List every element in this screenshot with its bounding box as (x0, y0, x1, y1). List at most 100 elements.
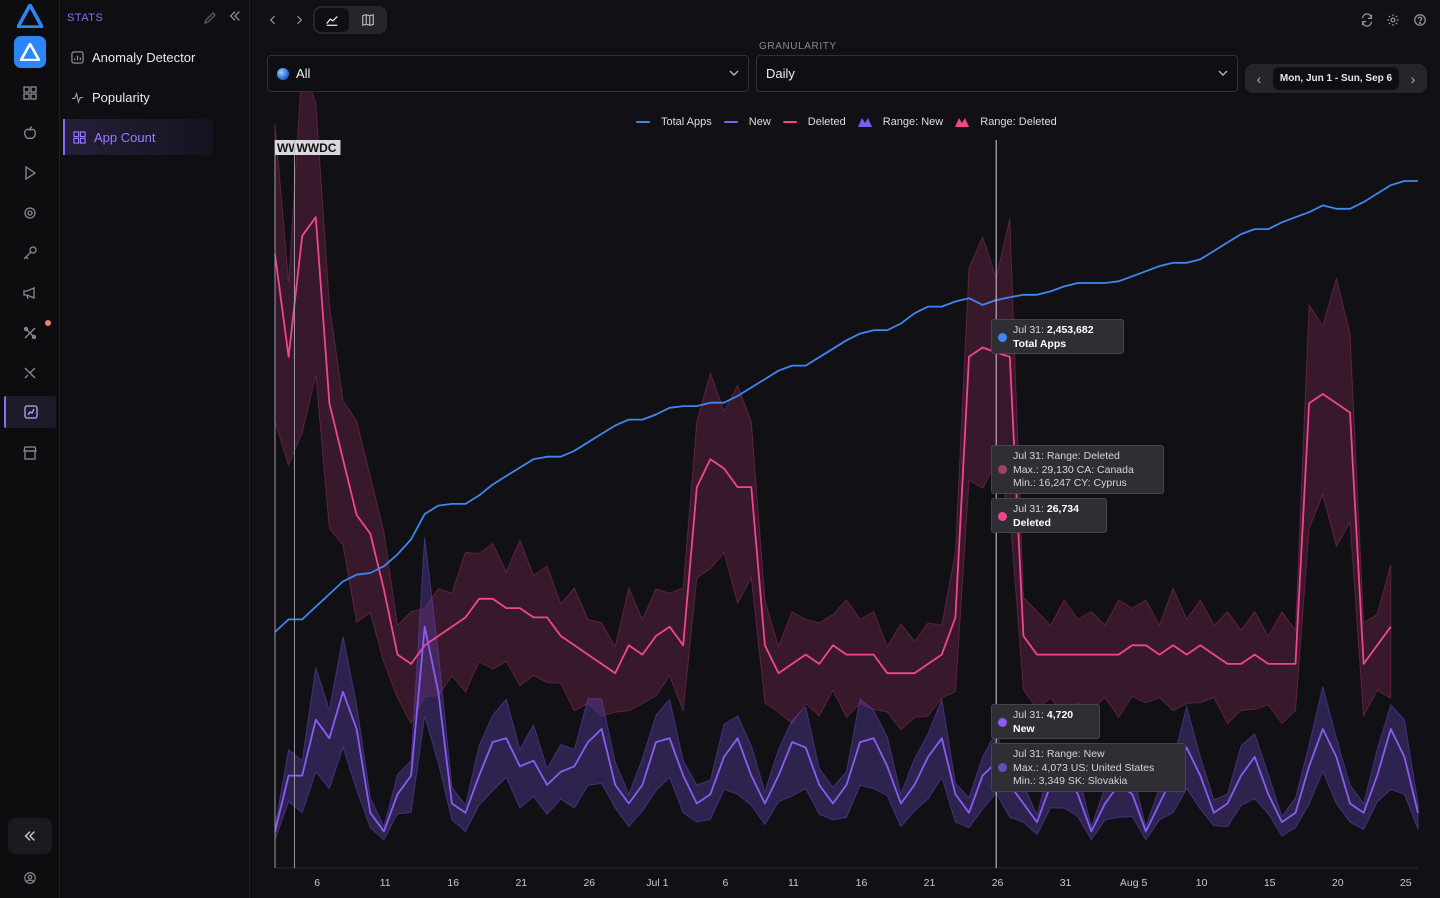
country-select-value: All (296, 66, 311, 81)
tooltip-deleted: Jul 31: 26,734 Deleted (991, 498, 1107, 533)
forward-icon[interactable] (289, 10, 309, 30)
sidebar-item-label: Anomaly Detector (92, 49, 196, 65)
x-tick-label: 31 (1060, 877, 1072, 889)
x-tick-label: 26 (583, 877, 595, 889)
play-store-icon[interactable] (14, 157, 46, 189)
tooltip-range-new: Jul 31: Range: New Max.: 4,073 US: Unite… (991, 743, 1186, 792)
wwdc-label-box (294, 140, 341, 155)
legend-total-apps[interactable]: Total Apps (636, 116, 712, 128)
legend-range-deleted[interactable]: Range: Deleted (955, 116, 1057, 128)
chevron-down-icon (729, 70, 739, 76)
megaphone-icon[interactable] (14, 277, 46, 309)
eye-icon[interactable] (14, 197, 46, 229)
previous-range-button[interactable]: ‹ (1256, 70, 1262, 87)
legend-deleted[interactable]: Deleted (782, 116, 846, 128)
sidebar-item-label: App Count (94, 129, 156, 145)
x-tick-label: 21 (515, 877, 527, 889)
deleted-line (274, 216, 1392, 675)
back-icon[interactable] (263, 10, 283, 30)
x-tick-label: 6 (722, 877, 728, 889)
x-tick-label: 6 (314, 877, 320, 889)
edit-pencil-icon[interactable] (202, 10, 218, 26)
chart-box-icon (71, 50, 84, 64)
xcode-icon[interactable] (14, 357, 46, 389)
wwdc-label: WWDC (296, 141, 336, 155)
x-tick-label: 21 (924, 877, 936, 889)
tooltip-new: Jul 31: 4,720 New (991, 704, 1100, 739)
appfigures-logo-icon[interactable] (17, 4, 43, 28)
x-tick-label: 25 (1400, 877, 1412, 889)
help-icon[interactable] (1410, 10, 1430, 30)
tooltip-total-apps: Jul 31: 2,453,682 Total Apps (991, 319, 1124, 354)
key-icon[interactable] (14, 237, 46, 269)
x-tick-label: 16 (856, 877, 868, 889)
app-switcher-icon[interactable] (14, 36, 46, 68)
series-dot (998, 333, 1007, 342)
notification-dot (45, 320, 51, 326)
x-tick-label: 10 (1196, 877, 1208, 889)
legend-label: Total Apps (661, 116, 712, 128)
tooltip-range-deleted: Jul 31: Range: Deleted Max.: 29,130 CA: … (991, 445, 1164, 494)
x-tick-label: 26 (992, 877, 1004, 889)
x-tick-label: 16 (447, 877, 459, 889)
refresh-icon[interactable] (1357, 10, 1377, 30)
series-dot (998, 512, 1007, 521)
collapse-panel-icon[interactable] (228, 9, 246, 27)
sidebar-item-anomaly-detector[interactable]: Anomaly Detector (63, 39, 213, 75)
view-mode-toggle (313, 6, 387, 34)
stats-sidepanel: STATS Anomaly Detector Popularity App Co… (60, 0, 250, 898)
sidepanel-header: STATS (67, 12, 104, 24)
sidebar-item-label: Popularity (92, 89, 150, 105)
legend-range-new[interactable]: Range: New (857, 116, 944, 128)
date-range-button[interactable]: Mon, Jun 1 - Sun, Sep 6 (1273, 67, 1399, 90)
country-select[interactable]: All (267, 55, 749, 92)
series-dot (998, 763, 1007, 772)
sidebar-item-popularity[interactable]: Popularity (63, 79, 213, 115)
user-account-icon[interactable] (20, 868, 40, 888)
pulse-icon (71, 91, 84, 104)
stats-icon[interactable] (4, 396, 56, 428)
date-range-picker: ‹ Mon, Jun 1 - Sun, Sep 6 › (1245, 64, 1427, 93)
series-dot (998, 465, 1007, 474)
apple-icon[interactable] (14, 117, 46, 149)
legend-label: New (748, 116, 771, 128)
x-tick-label: 11 (380, 877, 391, 889)
legend-label: Range: Deleted (980, 116, 1057, 128)
tools-icon[interactable] (14, 317, 46, 349)
chevron-down-icon (1218, 70, 1228, 76)
range-new-area (274, 537, 1419, 841)
collapse-rail-button[interactable] (8, 818, 52, 854)
x-tick-label: 15 (1264, 877, 1276, 889)
icon-rail (0, 0, 60, 898)
new-line (274, 625, 1419, 833)
legend-swatch (723, 121, 738, 123)
granularity-select[interactable]: Daily (756, 55, 1238, 92)
chart-view-icon[interactable] (315, 8, 349, 32)
store-icon[interactable] (14, 437, 46, 469)
legend-swatch (636, 121, 650, 123)
legend-label: Range: New (882, 116, 944, 128)
x-tick-label: Jul 1 (646, 877, 668, 889)
legend-label: Deleted (807, 116, 846, 128)
range-area-icon (857, 118, 872, 127)
map-view-icon[interactable] (351, 8, 385, 32)
settings-gear-icon[interactable] (1383, 10, 1403, 30)
range-area-icon (955, 118, 970, 127)
x-tick-label: 20 (1332, 877, 1344, 889)
x-tick-label: 11 (788, 877, 799, 889)
legend-new[interactable]: New (723, 116, 771, 128)
granularity-label: GRANULARITY (759, 41, 837, 52)
chart-legend: Total Apps New Deleted Range: New Range:… (636, 115, 1069, 129)
globe-icon (277, 67, 289, 80)
range-deleted-area (274, 63, 1392, 731)
sidebar-item-app-count[interactable]: App Count (63, 119, 213, 155)
next-range-button[interactable]: › (1410, 70, 1416, 87)
total-apps-line (274, 180, 1418, 633)
apps-grid-icon[interactable] (14, 77, 46, 109)
series-dot (998, 718, 1007, 727)
grid-icon (73, 130, 86, 144)
legend-swatch (782, 121, 797, 123)
x-tick-label: Aug 5 (1120, 877, 1148, 889)
granularity-select-value: Daily (766, 66, 795, 81)
